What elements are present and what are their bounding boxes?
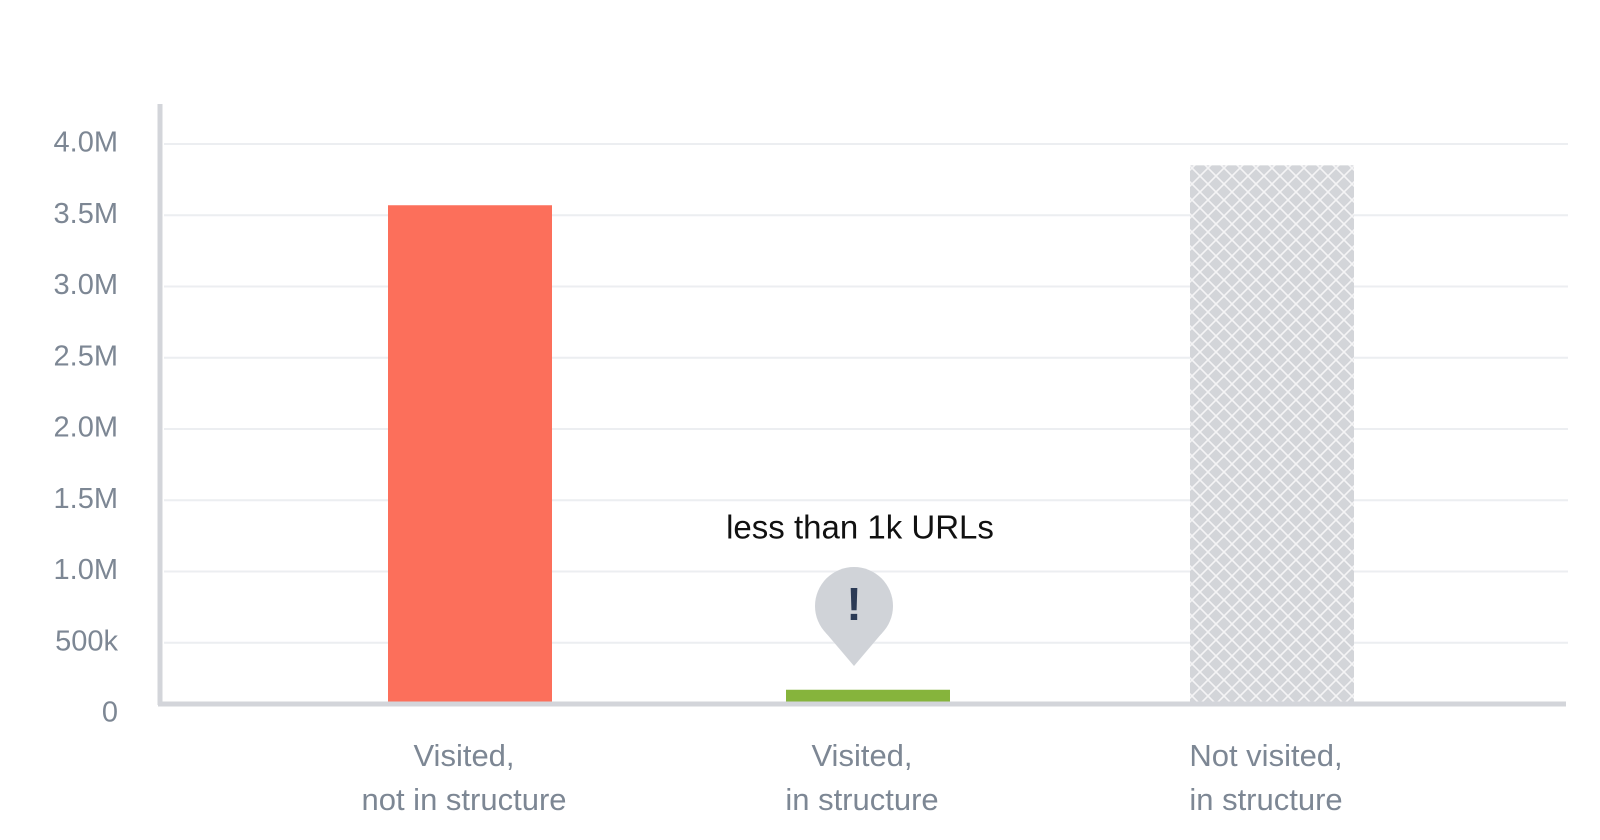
exclamation-pin-icon <box>815 567 893 645</box>
y-tick-label: 3.0M <box>54 269 118 301</box>
bar-1 <box>786 689 950 704</box>
exclamation-glyph: ! <box>846 578 861 630</box>
y-tick-label: 0 <box>102 697 118 729</box>
category-labels: Visited, not in structure Visited, in struc… <box>361 738 1342 817</box>
bar-0 <box>388 205 552 704</box>
category-label: not in structure <box>361 782 566 817</box>
annotation-0: ! less than 1k URLs <box>726 509 994 666</box>
annotation-text: less than 1k URLs <box>726 509 994 546</box>
y-tick-label: 500k <box>55 625 118 657</box>
y-tick-label: 2.0M <box>54 412 118 444</box>
bars <box>388 165 1354 705</box>
category-label: Not visited, <box>1189 738 1342 773</box>
category-label: Visited, <box>811 738 912 773</box>
annotations: ! less than 1k URLs <box>726 509 994 666</box>
y-tick-labels: 0 500k 1.0M 1.5M 2.0M 2.5M 3.0M 3.5M 4.0M <box>54 127 119 729</box>
axes <box>157 104 1566 707</box>
y-tick-label: 1.0M <box>54 554 118 586</box>
y-tick-label: 1.5M <box>54 483 118 515</box>
category-label: Visited, <box>413 738 514 773</box>
category-label: in structure <box>785 782 938 817</box>
y-tick-label: 3.5M <box>54 198 118 230</box>
y-tick-label: 4.0M <box>54 127 118 159</box>
category-label: in structure <box>1189 782 1342 817</box>
y-tick-label: 2.5M <box>54 340 118 372</box>
bar-2 <box>1190 165 1354 705</box>
grid-lines <box>164 143 1568 644</box>
